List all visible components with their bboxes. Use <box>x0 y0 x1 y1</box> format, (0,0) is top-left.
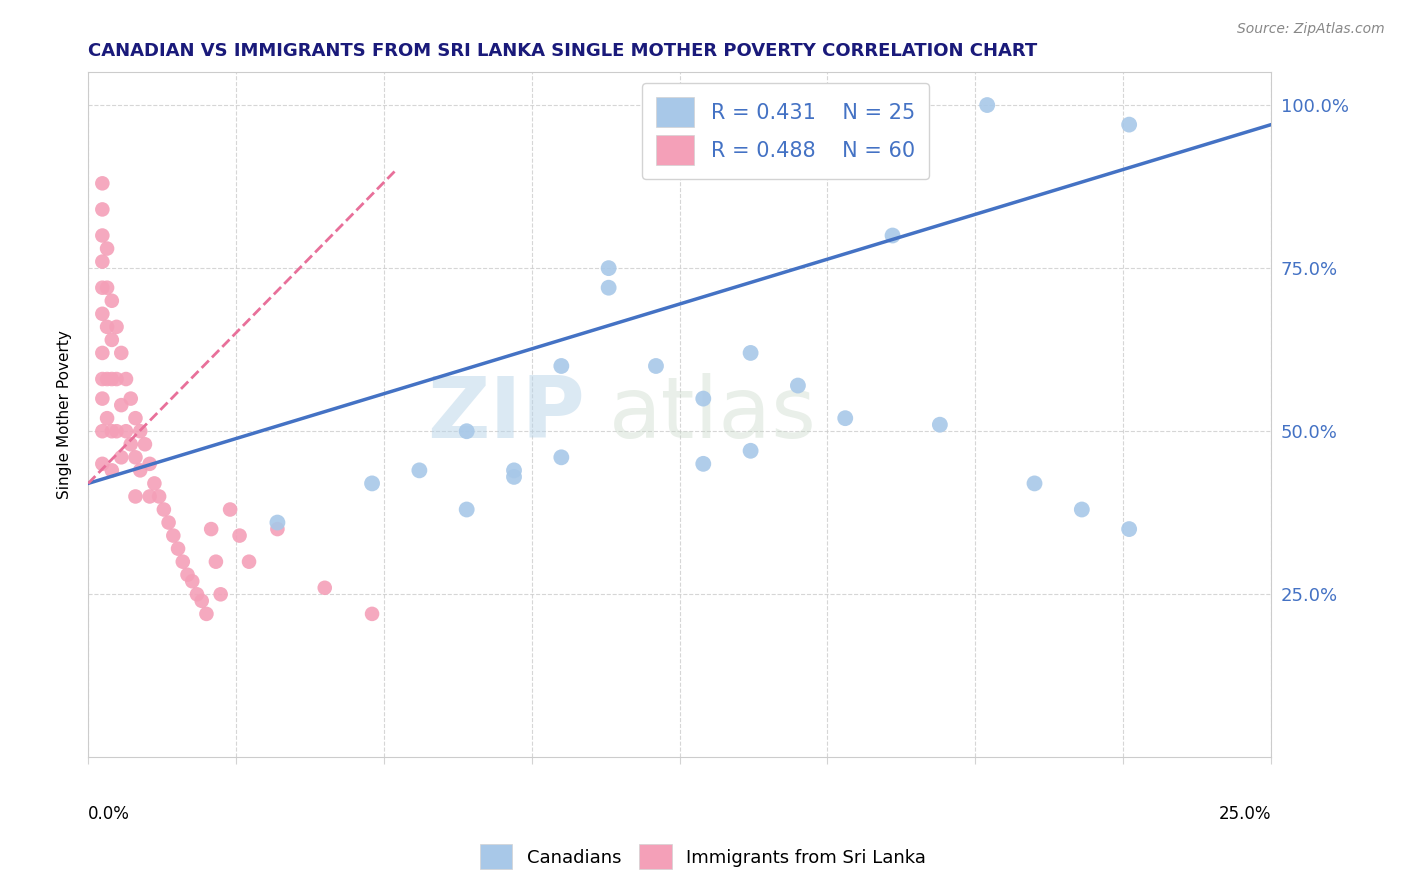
Point <box>692 392 714 406</box>
Point <box>105 424 128 438</box>
Point <box>162 528 184 542</box>
Point <box>408 463 430 477</box>
Point <box>115 372 138 386</box>
Point <box>1118 118 1140 132</box>
Point <box>138 490 160 504</box>
Point <box>456 502 478 516</box>
Point <box>266 516 288 530</box>
Point <box>503 463 526 477</box>
Point <box>91 392 114 406</box>
Point <box>1024 476 1046 491</box>
Text: atlas: atlas <box>609 374 817 457</box>
Point <box>456 424 478 438</box>
Point <box>101 372 124 386</box>
Point <box>101 463 124 477</box>
Point <box>645 359 668 373</box>
Point <box>238 555 260 569</box>
Point <box>1118 522 1140 536</box>
Point <box>1070 502 1092 516</box>
Point <box>882 228 904 243</box>
Point <box>110 450 132 465</box>
Point <box>361 476 384 491</box>
Point <box>172 555 194 569</box>
Point <box>96 242 118 256</box>
Point <box>195 607 218 621</box>
Point <box>209 587 232 601</box>
Text: 0.0%: 0.0% <box>89 805 129 823</box>
Point <box>124 490 146 504</box>
Y-axis label: Single Mother Poverty: Single Mother Poverty <box>58 330 72 500</box>
Point <box>96 319 118 334</box>
Point <box>91 281 114 295</box>
Point <box>91 177 114 191</box>
Point <box>91 228 114 243</box>
Point <box>157 516 180 530</box>
Point <box>91 372 114 386</box>
Point <box>120 392 142 406</box>
Point <box>550 450 572 465</box>
Point <box>134 437 156 451</box>
Point <box>129 463 152 477</box>
Point <box>124 450 146 465</box>
Point <box>96 372 118 386</box>
Point <box>740 346 762 360</box>
Point <box>176 567 198 582</box>
Point <box>91 202 114 217</box>
Point <box>181 574 204 589</box>
Point <box>110 398 132 412</box>
Legend: R = 0.431    N = 25, R = 0.488    N = 60: R = 0.431 N = 25, R = 0.488 N = 60 <box>643 83 929 179</box>
Text: 25.0%: 25.0% <box>1219 805 1271 823</box>
Point <box>740 443 762 458</box>
Point <box>96 411 118 425</box>
Point <box>266 522 288 536</box>
Text: Source: ZipAtlas.com: Source: ZipAtlas.com <box>1237 22 1385 37</box>
Point <box>110 346 132 360</box>
Point <box>928 417 950 432</box>
Point <box>143 476 166 491</box>
Point <box>91 307 114 321</box>
Point <box>598 261 620 276</box>
Text: CANADIAN VS IMMIGRANTS FROM SRI LANKA SINGLE MOTHER POVERTY CORRELATION CHART: CANADIAN VS IMMIGRANTS FROM SRI LANKA SI… <box>89 42 1038 60</box>
Point <box>361 607 384 621</box>
Point <box>167 541 190 556</box>
Point <box>228 528 250 542</box>
Point <box>503 470 526 484</box>
Point <box>219 502 242 516</box>
Point <box>101 293 124 308</box>
Point <box>105 372 128 386</box>
Point <box>124 411 146 425</box>
Point <box>115 424 138 438</box>
Point <box>120 437 142 451</box>
Text: ZIP: ZIP <box>427 374 585 457</box>
Point <box>976 98 998 112</box>
Point <box>91 346 114 360</box>
Point <box>148 490 170 504</box>
Point <box>190 594 212 608</box>
Point <box>598 281 620 295</box>
Point <box>834 411 856 425</box>
Point <box>96 281 118 295</box>
Point <box>153 502 176 516</box>
Point <box>101 333 124 347</box>
Point <box>314 581 336 595</box>
Point <box>692 457 714 471</box>
Point <box>91 457 114 471</box>
Point <box>138 457 160 471</box>
Point <box>91 424 114 438</box>
Point <box>186 587 208 601</box>
Point <box>787 378 810 392</box>
Point <box>205 555 228 569</box>
Point <box>101 424 124 438</box>
Point <box>91 254 114 268</box>
Point <box>200 522 222 536</box>
Point <box>129 424 152 438</box>
Legend: Canadians, Immigrants from Sri Lanka: Canadians, Immigrants from Sri Lanka <box>471 835 935 879</box>
Point <box>105 319 128 334</box>
Point <box>550 359 572 373</box>
